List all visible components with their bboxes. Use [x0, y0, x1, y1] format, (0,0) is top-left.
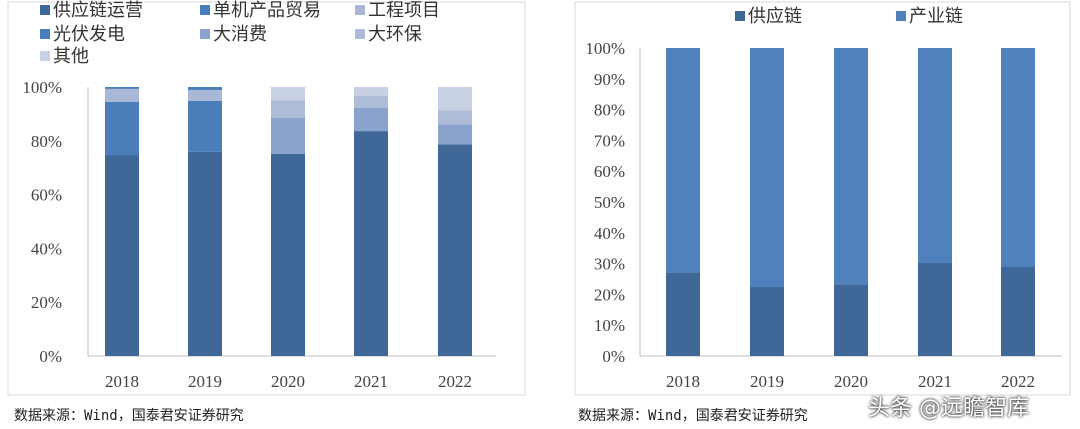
x-tick-label: 2021 — [354, 372, 388, 391]
x-tick-label: 2020 — [834, 372, 868, 391]
legend-label: 供应链 — [748, 6, 802, 27]
bar-segment — [354, 87, 388, 96]
y-tick-label: 10% — [594, 316, 625, 335]
y-tick-label: 30% — [594, 255, 625, 274]
bar-segment — [105, 155, 139, 356]
bar-segment — [438, 87, 472, 111]
x-tick-label: 2022 — [438, 372, 472, 391]
bar-segment — [188, 87, 222, 90]
y-tick-label: 70% — [594, 131, 625, 150]
bar-segment — [188, 100, 222, 152]
legend-label: 大消费 — [213, 24, 267, 45]
bar-segment — [438, 124, 472, 145]
legend-swatch — [355, 5, 365, 15]
bar-segment — [1001, 48, 1035, 267]
bar-segment — [666, 272, 700, 356]
legend-label: 工程项目 — [368, 0, 440, 21]
x-tick-label: 2018 — [105, 372, 139, 391]
bar-segment — [750, 287, 784, 356]
y-tick-label: 100% — [585, 39, 625, 58]
bar-segment — [271, 100, 305, 118]
legend-label: 大环保 — [368, 24, 422, 45]
bar-segment — [105, 101, 139, 156]
legend-label: 产业链 — [909, 6, 963, 27]
legend-label: 其他 — [53, 46, 89, 67]
y-tick-label: 40% — [31, 239, 62, 258]
x-tick-label: 2018 — [666, 372, 700, 391]
chart-frame — [574, 1, 1071, 396]
legend-label: 光伏发电 — [53, 24, 125, 45]
y-tick-label: 40% — [594, 224, 625, 243]
bar-segment — [188, 151, 222, 356]
y-tick-label: 80% — [594, 101, 625, 120]
bar-segment — [750, 48, 784, 288]
y-tick-label: 90% — [594, 70, 625, 89]
chart-frame — [7, 1, 526, 396]
y-tick-label: 100% — [22, 78, 62, 97]
bar-segment — [271, 153, 305, 356]
bar-segment — [1001, 266, 1035, 356]
legend-swatch — [40, 29, 50, 39]
watermark: 头条 @远瞻智库 — [868, 396, 1029, 421]
x-tick-label: 2022 — [1001, 372, 1035, 391]
legend-swatch — [355, 29, 365, 39]
bar-segment — [438, 144, 472, 356]
bar-segment — [105, 88, 139, 102]
bar-segment — [271, 117, 305, 154]
bar-segment — [354, 131, 388, 356]
legend-swatch — [40, 5, 50, 15]
bar-segment — [834, 48, 868, 285]
bar-segment — [918, 48, 952, 263]
x-tick-label: 2019 — [188, 372, 222, 391]
x-tick-label: 2021 — [918, 372, 952, 391]
x-tick-label: 2020 — [271, 372, 305, 391]
bar-segment — [354, 95, 388, 108]
bar-segment — [354, 107, 388, 132]
bar-segment — [438, 110, 472, 125]
legend-swatch — [40, 51, 50, 61]
legend-swatch — [896, 11, 906, 21]
y-tick-label: 0% — [602, 347, 625, 366]
legend-label: 单机产品贸易 — [213, 0, 321, 21]
legend-swatch — [200, 5, 210, 15]
x-tick-label: 2019 — [750, 372, 784, 391]
y-tick-label: 20% — [31, 293, 62, 312]
legend-label: 供应链运营 — [53, 0, 143, 21]
bar-segment — [666, 48, 700, 273]
y-tick-label: 0% — [39, 347, 62, 366]
y-tick-label: 50% — [594, 193, 625, 212]
bar-segment — [105, 87, 139, 89]
source-left: 数据来源：Wind，国泰君安证券研究 — [14, 408, 244, 424]
y-tick-label: 80% — [31, 132, 62, 151]
bar-segment — [271, 87, 305, 101]
y-tick-label: 20% — [594, 285, 625, 304]
y-tick-label: 60% — [31, 186, 62, 205]
legend-swatch — [200, 29, 210, 39]
y-tick-label: 60% — [594, 162, 625, 181]
bar-segment — [834, 284, 868, 356]
legend-swatch — [735, 11, 745, 21]
bar-segment — [918, 262, 952, 356]
source-right: 数据来源：Wind，国泰君安证券研究 — [578, 408, 808, 424]
bar-segment — [188, 89, 222, 101]
